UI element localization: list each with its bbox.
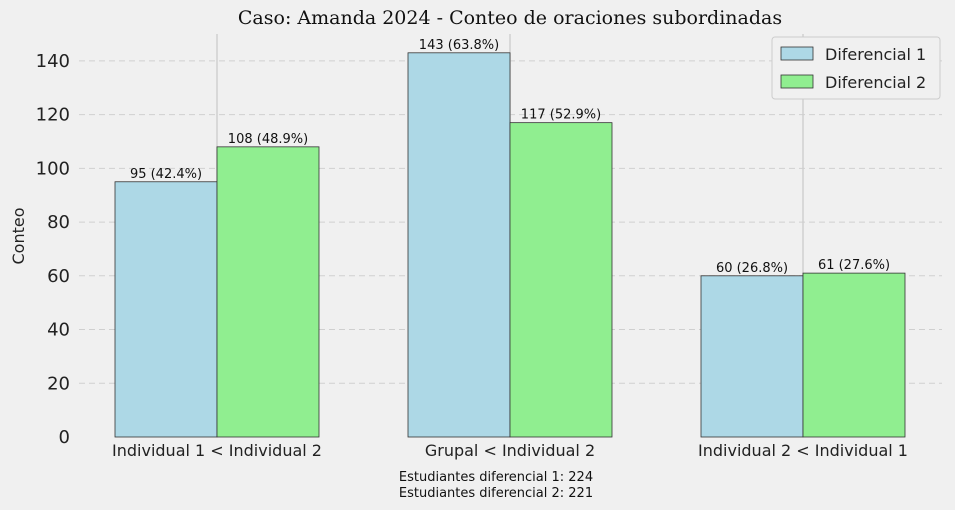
y-axis-label: Conteo: [9, 207, 28, 264]
y-tick-label: 80: [47, 212, 70, 233]
y-tick-label: 0: [59, 427, 70, 448]
legend-label-1: Diferencial 1: [825, 45, 926, 64]
y-tick-label: 40: [47, 320, 70, 341]
bar-2-1: [216, 146, 320, 438]
legend-label-2: Diferencial 2: [825, 73, 926, 92]
legend-swatch-2: [780, 74, 814, 89]
data-label: 61 (27.6%): [818, 258, 890, 273]
data-label: 117 (52.9%): [521, 108, 601, 123]
x-tick-label: Individual 1 < Individual 2: [112, 441, 322, 460]
bar-2-3: [802, 272, 906, 438]
chart-title: Caso: Amanda 2024 - Conteo de oraciones …: [238, 7, 782, 29]
bars: [114, 52, 906, 438]
note-line-1: Estudiantes diferencial 1: 224: [399, 470, 593, 485]
data-label: 60 (26.8%): [716, 261, 788, 276]
legend: Diferencial 1 Diferencial 2: [771, 36, 941, 100]
note-line-2: Estudiantes diferencial 2: 221: [399, 486, 593, 501]
y-axis-ticks: 0 20 40 60 80 100 120 140: [36, 51, 70, 448]
y-tick-label: 100: [36, 158, 70, 179]
x-tick-label: Grupal < Individual 2: [425, 441, 595, 460]
y-tick-label: 120: [36, 105, 70, 126]
bar-1-1: [114, 181, 218, 438]
data-label: 95 (42.4%): [130, 167, 202, 182]
bar-2-2: [509, 122, 613, 438]
y-tick-label: 20: [47, 373, 70, 394]
data-label: 143 (63.8%): [419, 38, 499, 53]
legend-swatch-1: [780, 46, 814, 61]
bar-1-3: [700, 275, 804, 438]
y-tick-label: 140: [36, 51, 70, 72]
x-tick-label: Individual 2 < Individual 1: [698, 441, 908, 460]
y-tick-label: 60: [47, 266, 70, 287]
data-labels: 95 (42.4%) 143 (63.8%) 60 (26.8%) 108 (48.9…: [130, 38, 890, 276]
data-label: 108 (48.9%): [228, 132, 308, 147]
bar-1-2: [407, 52, 511, 438]
x-axis-ticks: Individual 1 < Individual 2 Grupal < Indi…: [112, 441, 908, 460]
